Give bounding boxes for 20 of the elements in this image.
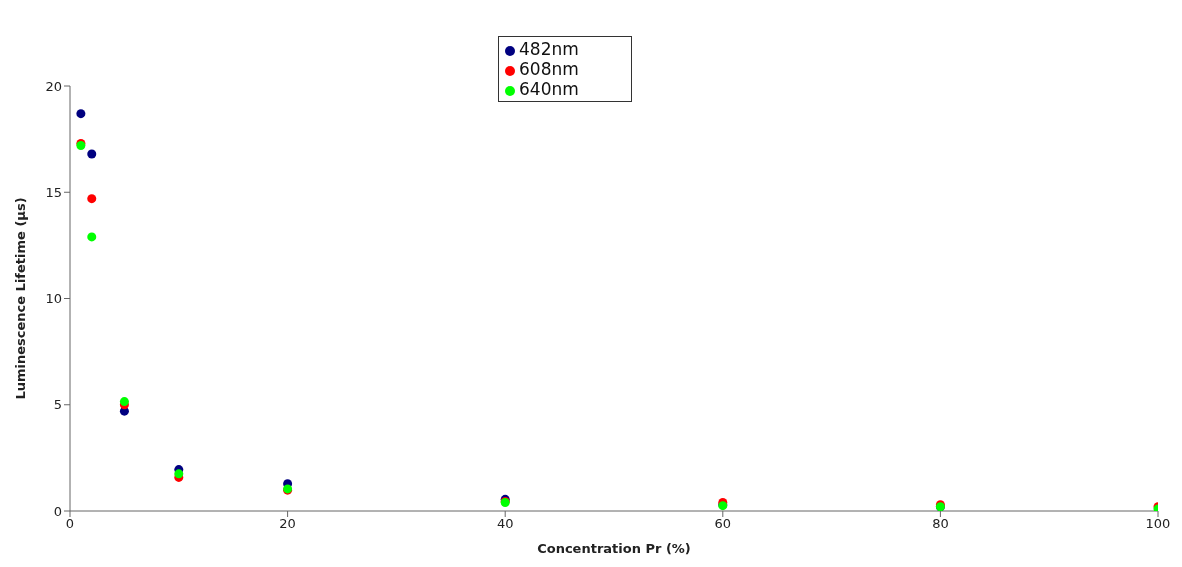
x-tick-label: 100 [1145, 516, 1171, 532]
legend-label: 640nm [519, 79, 579, 99]
x-axis-title: Concentration Pr (%) [537, 541, 691, 556]
y-tick-label: 0 [53, 503, 62, 519]
y-tick-label: 5 [53, 397, 62, 413]
x-tick-label: 80 [932, 516, 949, 532]
legend-label: 482nm [519, 39, 579, 59]
y-tick-label: 15 [45, 184, 62, 200]
point [87, 149, 97, 159]
x-tick-label: 60 [714, 516, 732, 532]
x-tick-label: 0 [65, 516, 75, 532]
x-tick-label: 20 [279, 516, 296, 532]
point [87, 232, 97, 242]
point [76, 109, 86, 119]
point [87, 194, 97, 204]
y-tick-label: 20 [45, 78, 62, 94]
y-axis-title: Luminescence Lifetime (µs) [12, 197, 28, 400]
legend-label: 608nm [519, 59, 579, 79]
y-tick-label: 10 [45, 291, 62, 307]
x-tick-label: 40 [496, 516, 514, 532]
